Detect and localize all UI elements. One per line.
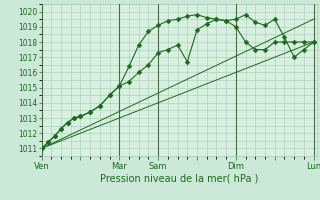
X-axis label: Pression niveau de la mer( hPa ): Pression niveau de la mer( hPa )	[100, 173, 258, 183]
